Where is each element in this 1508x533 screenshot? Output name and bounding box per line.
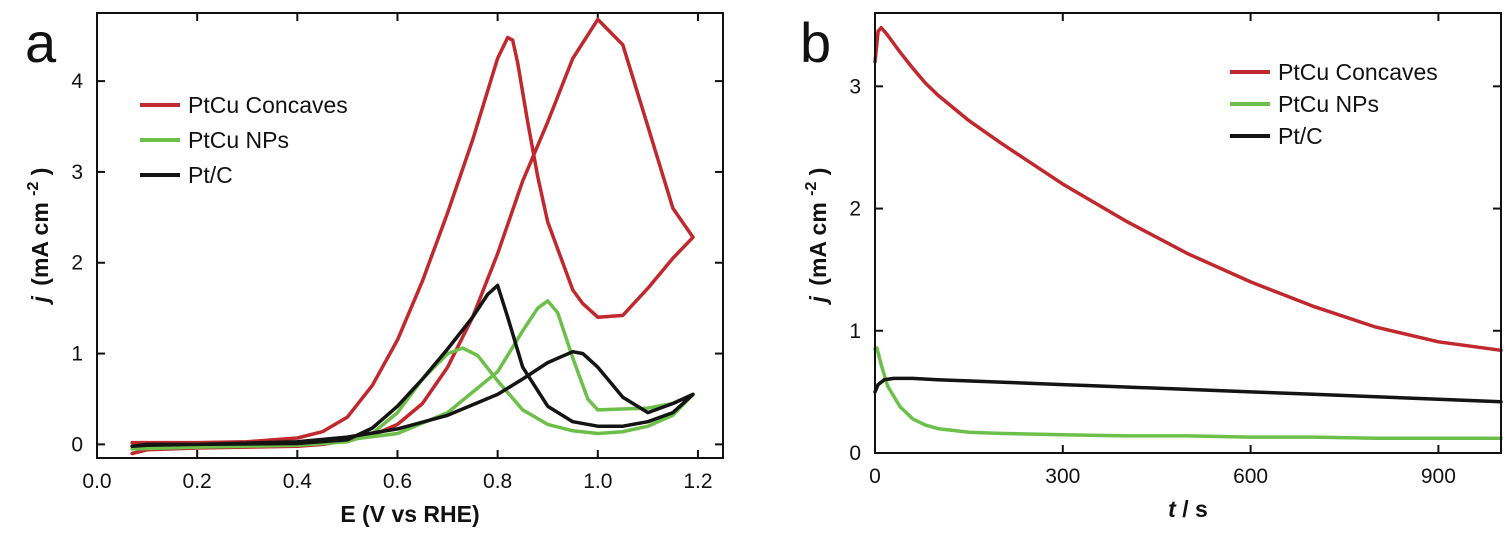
y-tick-label: 3 [849,75,861,98]
panel-b-y-symbol: j [805,295,831,305]
x-tick-label: 600 [1233,465,1268,488]
panel-b-y-unit: (mA cm [805,202,831,286]
x-tick-label: 1.2 [683,470,712,493]
panel-a-y-symbol: j [27,295,53,305]
y-tick-label: 2 [849,198,861,221]
panel-b-letter: b [800,11,831,74]
panel-b-y-close: ) [805,168,831,176]
x-tick-label: 0.4 [283,470,313,493]
panel-a-x-axis-label: E (V vs RHE) [340,501,479,527]
panel-a: a 0.0 0.2 0.4 0.6 0.8 1.0 1.2 0 1 2 3 4 PtCu Concav… [17,11,724,527]
panel-b-x-axis-label: t / s [1168,496,1208,522]
x-tick-label: 0.8 [483,470,512,493]
panel-a-frame [96,12,724,459]
legend-label: PtCu NPs [188,127,289,153]
y-tick-label: 2 [71,252,83,275]
panel-b-ticks: 0 300 600 900 0 1 2 3 [849,13,1501,488]
series-line-pt-c [130,283,695,448]
panel-a-legend: PtCu Concaves PtCu NPs Pt/C [140,92,348,188]
x-tick-label: 300 [1045,465,1080,488]
panel-b-legend: PtCu Concaves PtCu NPs Pt/C [1230,59,1438,149]
panel-a-ticks: 0.0 0.2 0.4 0.6 0.8 1.0 1.2 0 1 2 3 4 [71,13,723,493]
y-tick-label: 3 [71,161,83,184]
legend-label: Pt/C [1278,123,1323,149]
legend-label: PtCu Concaves [188,92,348,118]
panel-b-frame [874,12,1502,454]
panel-b-x-rest: / s [1182,496,1208,522]
x-tick-label: 900 [1421,465,1456,488]
panel-b-x-symbol: t [1168,496,1177,522]
series-line-pt-c [873,376,1503,404]
panel-a-y-unit: (mA cm [27,202,53,286]
panel-a-y-close: ) [27,168,53,176]
y-tick-label: 0 [71,433,83,456]
legend-label: PtCu Concaves [1278,59,1438,85]
series-line-ptcu-concaves [873,25,1503,353]
panel-a-series [130,17,695,456]
panel-a-y-axis-label: j (mA cm -2 ) [17,168,53,306]
y-tick-label: 1 [71,343,83,366]
y-tick-label: 1 [849,320,861,343]
x-tick-label: 0.6 [383,470,412,493]
legend-label: Pt/C [188,162,233,188]
panel-a-y-sup: -2 [25,181,42,195]
panel-a-letter: a [25,11,57,74]
panel-b-y-sup: -2 [803,181,820,195]
legend-label: PtCu NPs [1278,91,1379,117]
x-tick-label: 0.2 [183,470,212,493]
x-tick-label: 0 [869,465,881,488]
y-tick-label: 4 [71,70,83,93]
y-tick-label: 0 [849,442,861,465]
series-line-ptcu-nps [873,346,1503,441]
panel-b-series [873,25,1503,441]
x-tick-label: 0.0 [82,470,111,493]
panel-b-y-axis-label: j (mA cm -2 ) [795,168,831,306]
x-tick-label: 1.0 [583,470,612,493]
